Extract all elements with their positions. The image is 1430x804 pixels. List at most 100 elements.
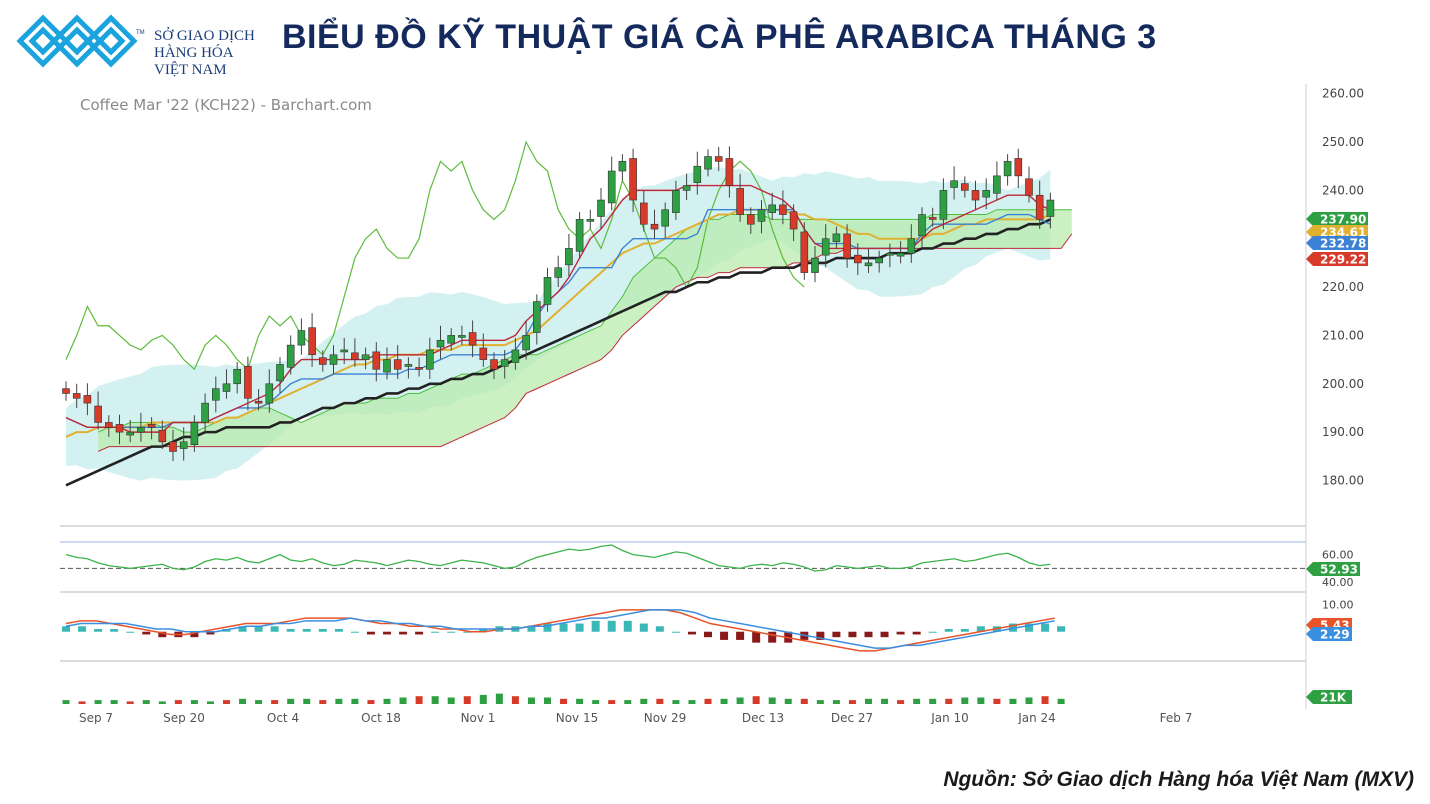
macd-histogram-bar bbox=[142, 631, 151, 635]
macd-histogram-bar bbox=[976, 626, 985, 632]
macd-histogram-bar bbox=[366, 631, 375, 635]
technical-chart: Coffee Mar '22 (KCH22) - Barchart.com 260… bbox=[60, 84, 1368, 724]
candle bbox=[682, 185, 691, 191]
candle bbox=[886, 252, 894, 256]
volume-bar bbox=[881, 698, 889, 704]
candle bbox=[179, 441, 188, 449]
org-line-1: SỞ GIAO DỊCH bbox=[154, 28, 255, 44]
candle bbox=[907, 238, 916, 254]
candle bbox=[115, 424, 124, 433]
rsi-tick-label: 60.00 bbox=[1322, 549, 1354, 562]
candle bbox=[286, 344, 295, 368]
macd-histogram-bar bbox=[431, 631, 440, 633]
candle bbox=[950, 180, 958, 188]
volume-bar bbox=[816, 700, 824, 704]
date-tick-label: Sep 20 bbox=[163, 711, 205, 724]
volume-bar bbox=[961, 697, 969, 704]
macd-histogram-bar bbox=[591, 620, 600, 632]
macd-histogram-bar bbox=[928, 631, 937, 633]
candle bbox=[425, 349, 434, 370]
price-badge bbox=[1306, 252, 1368, 266]
volume-bar bbox=[672, 700, 680, 704]
date-tick-label: Jan 24 bbox=[1017, 711, 1056, 724]
macd-histogram-bar bbox=[206, 631, 215, 635]
ichimoku-cloud bbox=[98, 209, 1072, 452]
macd-histogram-bar bbox=[126, 631, 135, 633]
candle bbox=[853, 254, 862, 264]
volume-bar bbox=[239, 698, 247, 704]
chart-title: Coffee Mar '22 (KCH22) - Barchart.com bbox=[80, 96, 372, 114]
volume-badge-label: 21K bbox=[1320, 691, 1347, 705]
volume-bar bbox=[463, 696, 471, 704]
macd-histogram-bar bbox=[78, 626, 87, 632]
logo-mark-icon bbox=[16, 14, 138, 68]
candle bbox=[62, 388, 70, 394]
macd-tick-label: 10.00 bbox=[1322, 598, 1354, 611]
candle bbox=[479, 347, 488, 360]
volume-bar bbox=[287, 698, 295, 704]
volume-bar bbox=[110, 700, 118, 704]
macd-badge-label: 2.29 bbox=[1320, 628, 1350, 642]
volume-bar bbox=[1057, 698, 1065, 704]
volume-bar bbox=[303, 698, 311, 704]
candle bbox=[276, 364, 284, 382]
date-tick-label: Nov 29 bbox=[644, 711, 687, 724]
candle bbox=[94, 405, 102, 423]
candle bbox=[351, 352, 359, 360]
candle bbox=[800, 231, 809, 273]
volume-bar bbox=[865, 698, 872, 704]
candle bbox=[532, 301, 541, 333]
macd-histogram-bar bbox=[1041, 623, 1050, 632]
volume-bar bbox=[1009, 698, 1017, 704]
candle bbox=[1025, 178, 1033, 196]
candle bbox=[779, 204, 787, 215]
candle bbox=[372, 351, 381, 370]
macd-histogram-bar bbox=[687, 631, 696, 635]
candle bbox=[704, 156, 712, 170]
candle bbox=[672, 190, 680, 213]
volume-bar bbox=[736, 697, 744, 704]
volume-bar bbox=[190, 700, 198, 704]
volume-bar bbox=[897, 700, 905, 704]
candle bbox=[714, 156, 723, 162]
macd-histogram-bar bbox=[110, 629, 119, 632]
macd-histogram-bar bbox=[623, 620, 632, 632]
candle bbox=[137, 426, 145, 433]
macd-signal-line bbox=[65, 609, 1055, 649]
volume-bar bbox=[447, 697, 455, 704]
candle bbox=[960, 183, 969, 191]
macd-histogram-bar bbox=[158, 631, 167, 638]
candle bbox=[329, 354, 338, 365]
page-title: BIỂU ĐỒ KỸ THUẬT GIÁ CÀ PHÊ ARABICA THÁN… bbox=[282, 18, 1157, 56]
macd-histogram-bar bbox=[816, 631, 825, 640]
kijun-line bbox=[65, 184, 1051, 433]
macd-histogram-bar bbox=[527, 626, 536, 632]
volume-bar bbox=[608, 700, 616, 704]
candle bbox=[490, 359, 498, 370]
macd-histogram-bar bbox=[559, 623, 568, 632]
macd-histogram-bar bbox=[334, 629, 343, 632]
date-tick-label: Oct 4 bbox=[267, 711, 299, 724]
candle bbox=[404, 364, 413, 367]
macd-histogram-bar bbox=[607, 620, 616, 632]
rsi-tick-label: 40.00 bbox=[1322, 576, 1354, 589]
price-badge bbox=[1306, 236, 1368, 250]
volume-bar bbox=[431, 696, 439, 704]
chikou-line bbox=[65, 140, 805, 371]
volume-bar bbox=[206, 701, 214, 704]
price-badge bbox=[1306, 212, 1368, 226]
macd-histogram-bar bbox=[655, 626, 664, 632]
volume-bar bbox=[511, 696, 519, 704]
volume-bar bbox=[527, 697, 535, 704]
candle bbox=[1046, 199, 1055, 217]
candle bbox=[875, 257, 884, 264]
candle bbox=[361, 354, 370, 360]
macd-histogram-bar bbox=[302, 629, 311, 632]
macd-histogram-bar bbox=[479, 629, 488, 632]
macd-histogram-bar bbox=[1008, 623, 1017, 632]
price-tick-label: 210.00 bbox=[1322, 328, 1364, 342]
volume-bar bbox=[848, 700, 856, 704]
volume-bar bbox=[319, 700, 327, 704]
volume-bar bbox=[592, 700, 600, 704]
price-tick-label: 190.00 bbox=[1322, 425, 1364, 439]
